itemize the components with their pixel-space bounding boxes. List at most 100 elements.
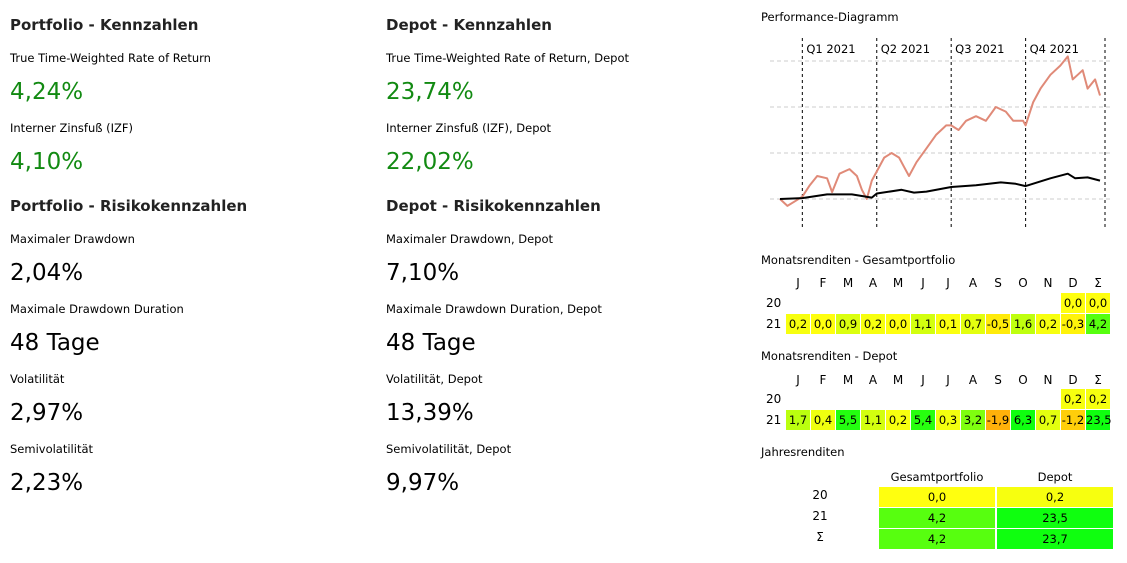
annual-returns-title: Jahresrenditen: [761, 445, 845, 459]
annual-return-cell: 4,2: [879, 508, 995, 528]
return-cell: 23,5: [1086, 410, 1112, 430]
month-header: S: [994, 373, 1002, 387]
return-cell: -0,5: [986, 314, 1010, 334]
drawdown-duration-value: 48 Tage: [10, 330, 100, 356]
depot-semivolatility-value: 9,97%: [386, 470, 460, 496]
depot-kennzahlen-heading: Depot - Kennzahlen: [386, 16, 552, 34]
annual-column-header: Gesamtportfolio: [890, 470, 984, 484]
return-cell: 5,4: [911, 410, 935, 430]
portfolio-kennzahlen-heading: Portfolio - Kennzahlen: [10, 16, 199, 34]
month-header: O: [1018, 373, 1028, 387]
depot-volatility-value: 13,39%: [386, 400, 474, 426]
quarter-label: Q4 2021: [1030, 42, 1079, 56]
month-header: D: [1068, 276, 1078, 290]
return-cell: 0,0: [886, 314, 910, 334]
drawdown-duration-label: Maximale Drawdown Duration: [10, 302, 184, 316]
return-cell: -1,2: [1061, 410, 1085, 430]
return-cell: 0,2: [1036, 314, 1060, 334]
return-cell: 0,0: [1061, 293, 1085, 313]
monthly-portfolio-title: Monatsrenditen - Gesamtportfolio: [761, 253, 956, 267]
depot-risiko-heading: Depot - Risikokennzahlen: [386, 197, 601, 215]
depot-volatility-label: Volatilität, Depot: [386, 372, 483, 386]
twr-label: True Time-Weighted Rate of Return: [10, 51, 211, 65]
return-cell: 0,2: [886, 410, 910, 430]
return-cell: 5,5: [836, 410, 860, 430]
return-cell: 3,2: [961, 410, 985, 430]
return-cell: 1,1: [861, 410, 885, 430]
month-header: A: [868, 276, 878, 290]
semivolatility-value: 2,23%: [10, 470, 84, 496]
month-header: A: [968, 276, 978, 290]
month-header: J: [946, 276, 950, 290]
month-header: Σ: [1094, 276, 1102, 290]
annual-return-cell: 0,0: [879, 487, 995, 507]
annual-return-cell: 4,2: [879, 529, 995, 549]
month-header: Σ: [1094, 373, 1102, 387]
return-cell: 1,6: [1011, 314, 1035, 334]
return-cell: 0,1: [936, 314, 960, 334]
return-cell: -0,3: [1061, 314, 1085, 334]
izf-label: Interner Zinsfuß (IZF): [10, 121, 133, 135]
year-label: 21: [766, 413, 782, 427]
return-cell: 0,0: [811, 314, 835, 334]
depot-twr-value: 23,74%: [386, 79, 474, 105]
month-header: M: [842, 373, 854, 387]
quarter-label: Q3 2021: [955, 42, 1004, 56]
depot-drawdown-value: 7,10%: [386, 260, 460, 286]
return-cell: 1,7: [786, 410, 810, 430]
month-header: M: [892, 373, 904, 387]
twr-value: 4,24%: [10, 79, 84, 105]
series-line-depot: [779, 55, 1101, 207]
return-cell: 6,3: [1011, 410, 1035, 430]
annual-return-cell: 23,7: [997, 529, 1113, 549]
annual-column-header: Depot: [1037, 470, 1073, 484]
return-cell: 0,0: [1086, 293, 1110, 313]
performance-chart-title: Performance-Diagramm: [761, 10, 899, 24]
annual-return-cell: 23,5: [997, 508, 1113, 528]
month-header: J: [796, 276, 800, 290]
depot-izf-label: Interner Zinsfuß (IZF), Depot: [386, 121, 552, 135]
return-cell: 0,3: [936, 410, 960, 430]
month-header: J: [796, 373, 800, 387]
return-cell: 0,2: [1061, 389, 1085, 409]
month-header: O: [1018, 276, 1028, 290]
monthly-depot-title: Monatsrenditen - Depot: [761, 349, 898, 363]
volatility-label: Volatilität: [10, 372, 65, 386]
month-header: J: [946, 373, 950, 387]
annual-return-cell: 0,2: [997, 487, 1113, 507]
return-cell: 0,9: [836, 314, 860, 334]
series-line-gesamtportfolio: [779, 172, 1101, 200]
year-label: 20: [766, 392, 782, 406]
year-label: 20: [766, 296, 782, 310]
performance-chart: Q1 2021 Q2 2021 Q3 2021 Q4 2021: [770, 38, 1110, 230]
month-header: N: [1043, 276, 1053, 290]
depot-drawdown-duration-value: 48 Tage: [386, 330, 476, 356]
depot-semivolatility-label: Semivolatilität, Depot: [386, 442, 512, 456]
semivolatility-label: Semivolatilität: [10, 442, 94, 456]
year-label: 21: [766, 317, 782, 331]
depot-twr-label: True Time-Weighted Rate of Return, Depot: [386, 51, 630, 65]
month-header: F: [819, 373, 827, 387]
year-label: Σ: [816, 530, 824, 544]
month-header: A: [868, 373, 878, 387]
return-cell: 0,2: [786, 314, 810, 334]
month-header: D: [1068, 373, 1078, 387]
izf-value: 4,10%: [10, 149, 84, 175]
return-cell: 0,2: [1086, 389, 1110, 409]
year-label: 21: [812, 509, 828, 523]
depot-drawdown-label: Maximaler Drawdown, Depot: [386, 232, 554, 246]
month-header: M: [892, 276, 904, 290]
depot-drawdown-duration-label: Maximale Drawdown Duration, Depot: [386, 302, 602, 316]
drawdown-value: 2,04%: [10, 260, 84, 286]
month-header: J: [921, 276, 925, 290]
month-header: M: [842, 276, 854, 290]
return-cell: -1,9: [986, 410, 1010, 430]
return-cell: 1,1: [911, 314, 935, 334]
month-header: N: [1043, 373, 1053, 387]
month-header: F: [819, 276, 827, 290]
month-header: A: [968, 373, 978, 387]
year-label: 20: [812, 488, 828, 502]
depot-izf-value: 22,02%: [386, 149, 474, 175]
return-cell: 0,7: [961, 314, 985, 334]
return-cell: 0,2: [861, 314, 885, 334]
